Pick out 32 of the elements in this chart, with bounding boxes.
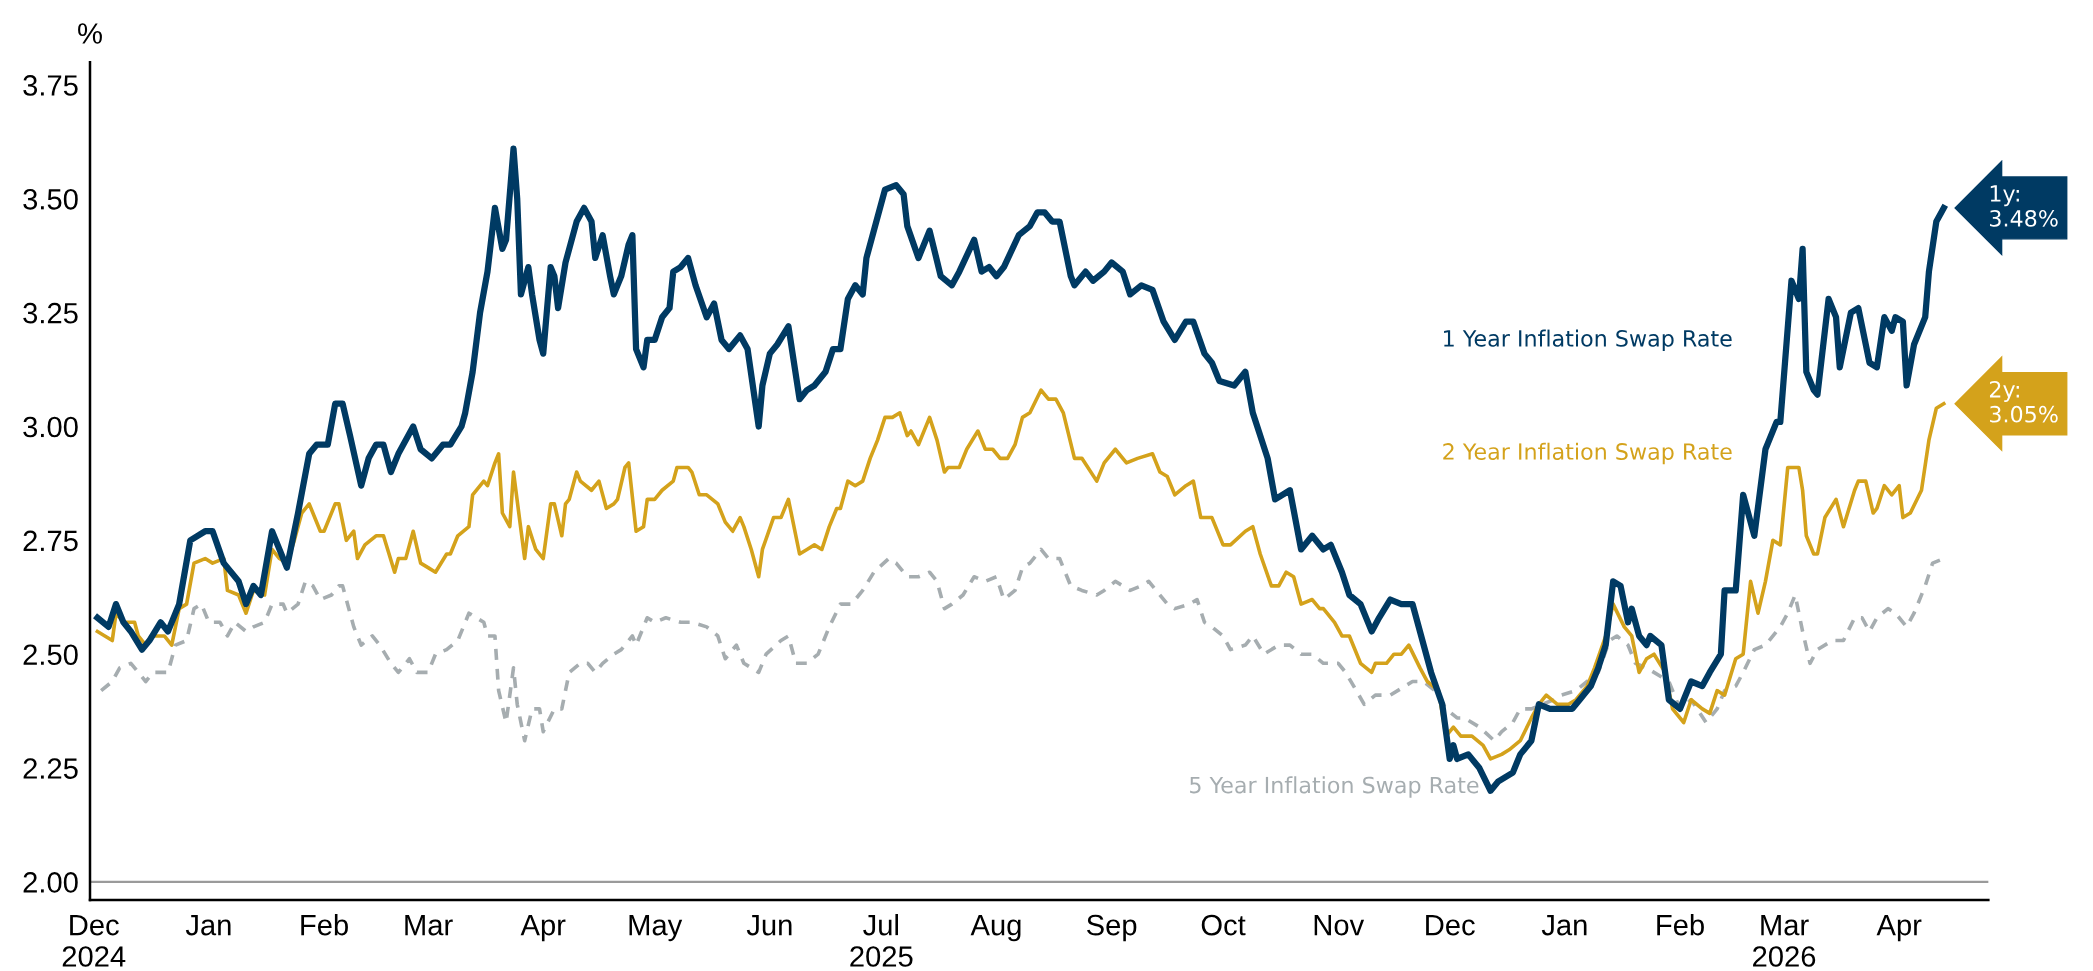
x-tick-label: Feb [1657,914,1704,936]
x-tick-label: Jun [746,915,792,936]
text: 2 Year Inflation Swap Rate [1443,442,1732,465]
y-tick-label: 3.00 [23,416,78,438]
y-tick-label: 2.25 [23,758,78,779]
x-tick-label: May [629,915,683,942]
x-tick-label: Jan [185,915,231,936]
x-tick-label: Feb [301,914,348,936]
y-tick-label: 3.25 [23,302,78,324]
y-tick-label: 3.75 [23,75,78,96]
x-tick-label: Mar 2026 [1753,915,1816,967]
annotation: 2y: 3.05% [1989,380,2058,423]
x-tick-label: Nov [1314,915,1365,936]
x-tick-label: Oct [1201,914,1246,936]
x-tick-label: Dec [1426,915,1475,936]
x-tick-label: Sep [1087,914,1137,942]
x-tick-label: Jan [1541,915,1587,936]
text: 1 Year Inflation Swap Rate [1444,329,1732,352]
y-tick-label: 2.00 [23,872,78,893]
y-tick-label: 2.50 [23,644,78,666]
line-series [95,388,1946,761]
x-tick-label: Aug [970,915,1021,942]
x-tick-label: Jul 2025 [850,914,913,967]
x-tick-label: Apr [1876,915,1922,942]
y-axis-title: % [78,23,102,44]
y-tick-label: 2.75 [23,530,78,552]
x-tick-label: Dec 2024 [62,915,126,967]
x-tick-label: Mar [405,915,453,936]
y-tick-label: 3.50 [23,188,78,210]
x-tick-label: Apr [520,915,566,942]
series-label: 5 Year Inflation Swap Rate [1190,776,1479,798]
annotation: 1y: 3.48% [1990,185,2058,227]
